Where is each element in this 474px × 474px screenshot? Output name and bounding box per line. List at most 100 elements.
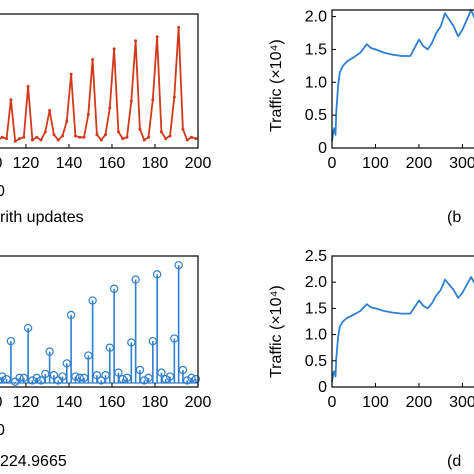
x-tick-label: 0 [0, 155, 3, 172]
stem-marker [157, 368, 166, 377]
stem-marker [131, 275, 140, 284]
y-tick-label: 2.0 [305, 274, 327, 291]
stem-marker [6, 336, 16, 346]
panel-c-plot-area [0, 260, 201, 386]
y-tick-label: 2.0 [305, 9, 327, 26]
x-tick-label: 120 [13, 394, 40, 411]
panel-a-caption: rith updates [0, 209, 84, 226]
stem-marker [174, 260, 183, 270]
stem-marker [152, 270, 162, 279]
series-point [30, 138, 34, 142]
series-point [82, 135, 86, 139]
series-point [78, 135, 82, 139]
series-point [159, 130, 163, 134]
x-tick-label: 160 [99, 155, 126, 172]
x-tick-label: 200 [185, 155, 212, 172]
stem-marker [88, 296, 97, 305]
panel-c-x-ticks: 0 120 140 160 180 200 [0, 383, 211, 411]
stem-marker [0, 372, 7, 381]
y-tick-label: 1.5 [305, 41, 327, 58]
stem-marker [23, 323, 33, 333]
panel-d-plot-area [331, 276, 474, 382]
series-point [181, 127, 185, 131]
x-tick-label: 100 [362, 394, 389, 411]
panel-d-x-ticks: 0 100 200 300 [328, 383, 474, 411]
series-point [155, 35, 159, 39]
series-point [190, 135, 194, 139]
panel-a: 0 120 140 160 180 200 0 rith updates [0, 13, 211, 226]
series-point [86, 113, 90, 116]
panel-a-plot-area [0, 25, 198, 143]
y-tick-label: 1.0 [305, 327, 327, 344]
x-tick-label: 200 [406, 155, 433, 172]
stem-marker [92, 371, 102, 380]
panel-c: 0 120 140 160 180 200 0 224.9665 [0, 255, 211, 470]
x-tick-label: 0 [328, 155, 337, 172]
series-point [69, 72, 73, 76]
series-point [73, 134, 77, 138]
stem-marker [32, 373, 41, 383]
stem-marker [71, 372, 80, 381]
y-tick-label: 2.5 [305, 248, 327, 265]
series-point [43, 130, 47, 134]
series-point [0, 135, 4, 139]
stem-marker [187, 373, 196, 383]
series-point [35, 135, 39, 139]
x-tick-label: 100 [362, 155, 389, 172]
x-tick-label: 200 [406, 394, 433, 411]
series-point [48, 108, 52, 112]
series-line [331, 9, 474, 142]
series-line [0, 26, 197, 143]
y-tick-label: 0.5 [305, 353, 327, 370]
stem-marker [66, 310, 76, 320]
series-point [164, 137, 168, 141]
panel-a-x-ticks: 0 120 140 160 180 200 [0, 144, 211, 172]
series-point [52, 133, 56, 137]
y-tick-label: 1.5 [305, 300, 327, 317]
series-point [39, 138, 43, 142]
series-point [125, 135, 129, 139]
panel-b-y-axis-label: Traffic (×10⁴) [268, 39, 285, 132]
panel-c-caption: 224.9665 [0, 453, 67, 470]
panel-d-y-ticks: 0 0.5 1.0 1.5 2.0 2.5 [305, 248, 336, 396]
series-point [5, 137, 9, 141]
panel-a-axes-frame [0, 13, 199, 149]
panel-d: 0 100 200 300 0 0.5 1.0 1.5 2.0 2.5 Traffic (×10… [268, 248, 474, 470]
x-tick-label: 140 [56, 394, 83, 411]
series-point [168, 134, 172, 138]
series-point [151, 98, 155, 102]
series-point [129, 99, 133, 103]
x-tick-label: 140 [56, 155, 83, 172]
panel-b-caption: (b [447, 209, 461, 226]
stem-marker [49, 371, 59, 380]
panel-d-axes-frame [331, 255, 474, 388]
y-tick-label: 1.0 [305, 74, 327, 91]
series-point [56, 138, 60, 142]
series-point [18, 137, 22, 141]
series-point [138, 127, 142, 131]
series-point [13, 139, 17, 143]
panel-c-x-axis-label: 0 [0, 422, 5, 439]
x-tick-label: 120 [13, 155, 40, 172]
panel-b-x-ticks: 0 100 200 300 [328, 144, 474, 172]
panel-c-axes-frame [0, 255, 199, 388]
x-tick-label: 160 [99, 394, 126, 411]
x-tick-label: 0 [0, 394, 3, 411]
series-point [91, 58, 95, 62]
series-point [108, 106, 112, 110]
series-point [177, 25, 181, 29]
x-tick-label: 200 [185, 394, 212, 411]
stem-marker [114, 368, 123, 377]
series-point [142, 138, 146, 142]
series-point [194, 137, 198, 141]
stem-marker [135, 365, 145, 375]
series-line [331, 276, 474, 382]
series-point [116, 130, 120, 134]
panel-d-caption: (d [447, 453, 461, 470]
panel-a-x-axis-label: 0 [0, 183, 5, 200]
series-point [185, 138, 189, 142]
series-point [26, 84, 30, 88]
series-point [172, 95, 176, 99]
x-tick-label: 0 [328, 394, 337, 411]
series-point [9, 98, 13, 102]
